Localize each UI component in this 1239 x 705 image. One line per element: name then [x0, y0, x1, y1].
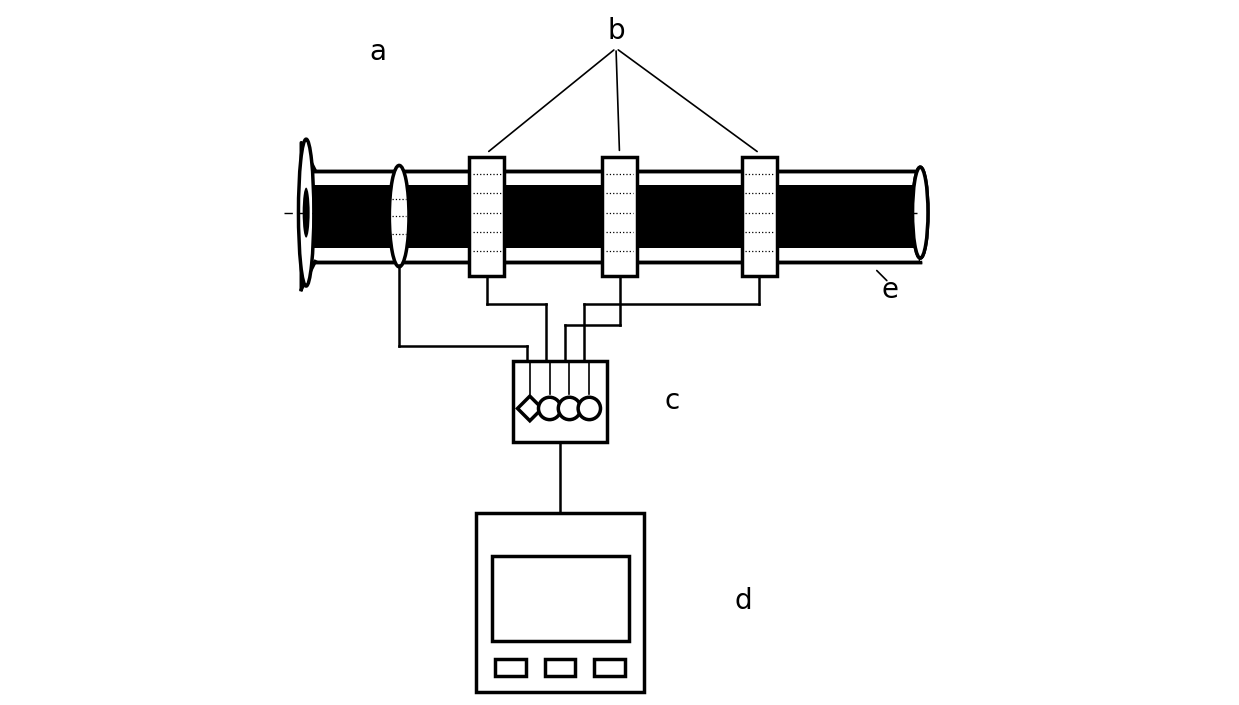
Ellipse shape [389, 166, 409, 266]
Ellipse shape [913, 167, 928, 258]
Bar [545, 659, 575, 676]
Polygon shape [518, 396, 543, 421]
Text: d: d [735, 587, 752, 615]
Bar [476, 513, 644, 692]
Bar [492, 556, 628, 642]
Bar [315, 185, 921, 247]
Bar [470, 157, 504, 276]
Circle shape [539, 397, 561, 419]
Ellipse shape [302, 188, 310, 238]
Bar [921, 171, 938, 262]
Bar [496, 659, 525, 676]
Bar [602, 157, 637, 276]
Bar [513, 361, 607, 441]
Text: a: a [369, 38, 387, 66]
Circle shape [579, 397, 601, 419]
Text: c: c [665, 388, 680, 415]
Bar [742, 157, 777, 276]
Ellipse shape [913, 167, 928, 258]
Bar [305, 171, 921, 262]
Bar [305, 185, 921, 247]
Text: b: b [607, 17, 624, 44]
Polygon shape [670, 206, 675, 226]
Ellipse shape [299, 139, 313, 286]
Circle shape [559, 397, 581, 419]
Bar [595, 659, 624, 676]
Text: e: e [882, 276, 898, 304]
